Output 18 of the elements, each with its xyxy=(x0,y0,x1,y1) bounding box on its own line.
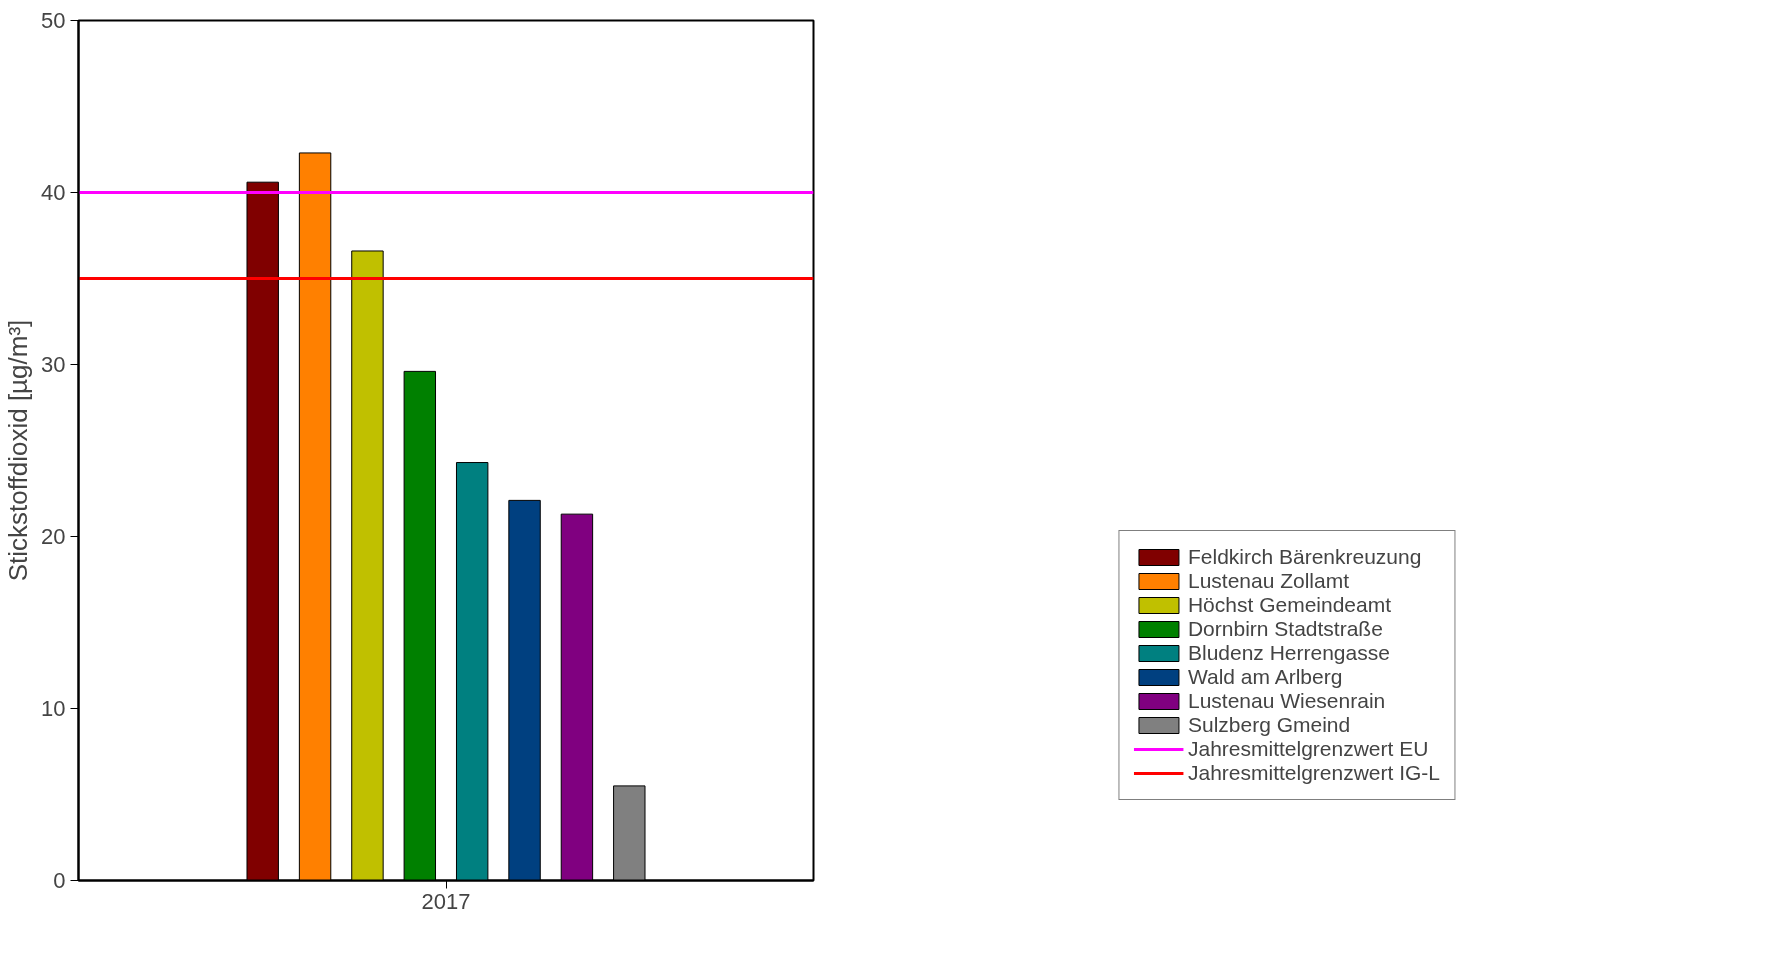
legend-label: Lustenau Zollamt xyxy=(1187,569,1350,593)
legend-label: Wald am Arlberg xyxy=(1187,665,1343,689)
x-tick-label: 2017 xyxy=(421,888,471,914)
y-axis-title: Stickstoffdioxid [µg/m³] xyxy=(3,319,34,582)
legend-label: Feldkirch Bärenkreuzung xyxy=(1187,545,1422,569)
y-tick-label: 0 xyxy=(53,868,66,893)
y-tick-label: 10 xyxy=(41,696,66,721)
y-tick-label: 20 xyxy=(41,524,66,549)
legend-label: Höchst Gemeindeamt xyxy=(1187,593,1392,617)
legend-label: Jahresmittelgrenzwert IG-L xyxy=(1187,761,1441,785)
legend-label: Bludenz Herrengasse xyxy=(1187,641,1390,665)
legend-label: Lustenau Wiesenrain xyxy=(1187,689,1386,713)
legend-label: Dornbirn Stadtstraße xyxy=(1187,617,1383,641)
y-tick-label: 30 xyxy=(41,352,66,377)
legend-label: Jahresmittelgrenzwert EU xyxy=(1187,737,1429,761)
y-tick-label: 40 xyxy=(41,180,66,205)
y-tick-label: 50 xyxy=(41,8,66,33)
legend-label: Sulzberg Gmeind xyxy=(1187,713,1351,737)
